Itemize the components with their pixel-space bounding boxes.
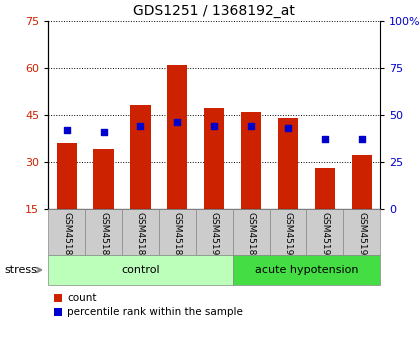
Bar — [94, 149, 114, 209]
Bar — [233, 209, 270, 255]
Text: GSM45190: GSM45190 — [284, 212, 292, 261]
Point — [211, 123, 218, 129]
Bar — [315, 168, 335, 209]
Bar — [122, 209, 159, 255]
Text: acute hypotension: acute hypotension — [255, 265, 358, 275]
Bar — [278, 118, 298, 209]
Legend: count, percentile rank within the sample: count, percentile rank within the sample — [53, 293, 243, 317]
Text: GSM45189: GSM45189 — [173, 212, 182, 261]
Bar — [48, 255, 233, 285]
Point — [358, 136, 365, 142]
Bar — [233, 255, 380, 285]
Point — [248, 123, 255, 129]
Text: stress: stress — [4, 265, 37, 275]
Point — [285, 125, 291, 131]
Text: GSM45184: GSM45184 — [62, 212, 71, 261]
Point — [174, 119, 181, 125]
Bar — [48, 209, 85, 255]
Text: GSM45192: GSM45192 — [357, 212, 366, 261]
Bar — [85, 209, 122, 255]
Bar — [196, 209, 233, 255]
Bar — [167, 65, 187, 209]
Bar — [343, 209, 380, 255]
Point — [321, 136, 328, 142]
Text: GSM45191: GSM45191 — [320, 212, 329, 261]
Bar — [57, 143, 77, 209]
Bar — [130, 105, 151, 209]
Text: GSM45193: GSM45193 — [210, 212, 219, 261]
Point — [137, 123, 144, 129]
Text: GSM45187: GSM45187 — [136, 212, 145, 261]
Bar — [159, 209, 196, 255]
Title: GDS1251 / 1368192_at: GDS1251 / 1368192_at — [133, 4, 295, 18]
Bar — [352, 156, 372, 209]
Text: GSM45186: GSM45186 — [99, 212, 108, 261]
Point — [100, 129, 107, 135]
Bar — [204, 108, 224, 209]
Text: control: control — [121, 265, 160, 275]
Text: GSM45188: GSM45188 — [247, 212, 255, 261]
Bar — [270, 209, 306, 255]
Bar — [241, 111, 261, 209]
Point — [63, 127, 70, 132]
Bar — [306, 209, 343, 255]
